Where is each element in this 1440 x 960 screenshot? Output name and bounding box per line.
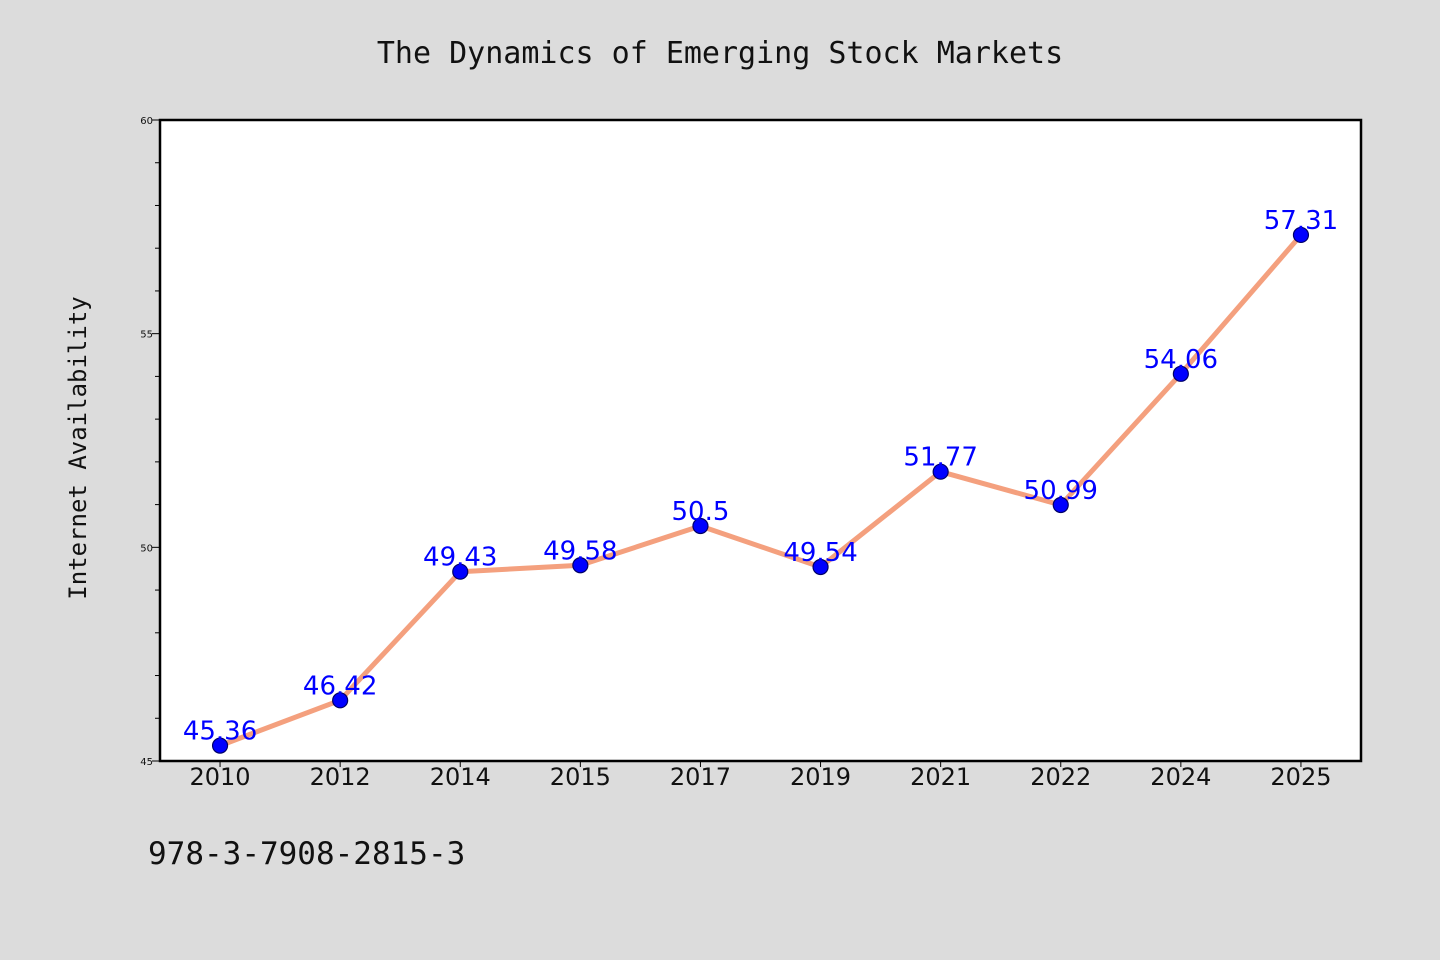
x-tick-label: 2012 (310, 763, 371, 791)
data-label: 51.77 (903, 443, 977, 473)
series-line (217, 232, 1304, 749)
data-label: 49.43 (423, 543, 497, 573)
data-point-marker (692, 517, 709, 535)
y-axis-ticks: 45 50 55 60 (140, 116, 160, 768)
x-tick-label: 2024 (1150, 763, 1211, 791)
data-label: 46.42 (303, 671, 377, 701)
data-markers (211, 226, 1310, 754)
data-point-marker (211, 737, 229, 754)
data-labels: 45.36 46.42 49.43 49.58 50.5 49.54 51.77 50.99 5… (183, 206, 1338, 747)
data-label: 49.54 (783, 538, 857, 568)
data-point-marker (932, 463, 949, 480)
data-point-marker (1292, 226, 1310, 244)
x-tick-label: 2019 (790, 763, 851, 791)
y-tick-label: 55 (140, 330, 153, 341)
isbn-footer: 978-3-7908-2815-3 (148, 836, 465, 872)
data-point-marker (1052, 496, 1069, 514)
data-point-marker (1172, 365, 1189, 382)
y-tick-label: 45 (140, 757, 153, 768)
x-tick-label: 2017 (670, 763, 731, 791)
y-tick-label: 50 (140, 543, 153, 554)
y-axis-label: Internet Availability (64, 296, 92, 599)
x-tick-label: 2025 (1270, 763, 1331, 791)
data-label: 49.58 (543, 536, 617, 566)
x-tick-label: 2022 (1030, 763, 1091, 791)
x-tick-label: 2015 (550, 763, 611, 791)
data-point-marker (572, 557, 589, 574)
data-label: 50.5 (672, 497, 730, 527)
data-label: 50.99 (1024, 476, 1098, 506)
data-label: 45.36 (183, 717, 257, 747)
y-tick-label: 60 (140, 116, 153, 127)
x-axis-ticks: 2010 2012 2014 2015 2017 2019 2021 2022 2024 2025 (190, 761, 1331, 791)
data-point-marker (452, 563, 469, 580)
x-tick-label: 2014 (430, 763, 491, 791)
plot-area (160, 120, 1361, 761)
series-line-group (217, 232, 1304, 749)
chart-title: The Dynamics of Emerging Stock Markets (377, 36, 1063, 71)
plot-frame (158, 118, 1363, 763)
data-point-marker (332, 692, 349, 709)
data-label: 57.31 (1264, 206, 1338, 236)
x-tick-label: 2010 (190, 763, 251, 791)
data-label: 54.06 (1144, 345, 1218, 375)
data-point-marker (812, 558, 829, 576)
x-tick-label: 2021 (910, 763, 971, 791)
